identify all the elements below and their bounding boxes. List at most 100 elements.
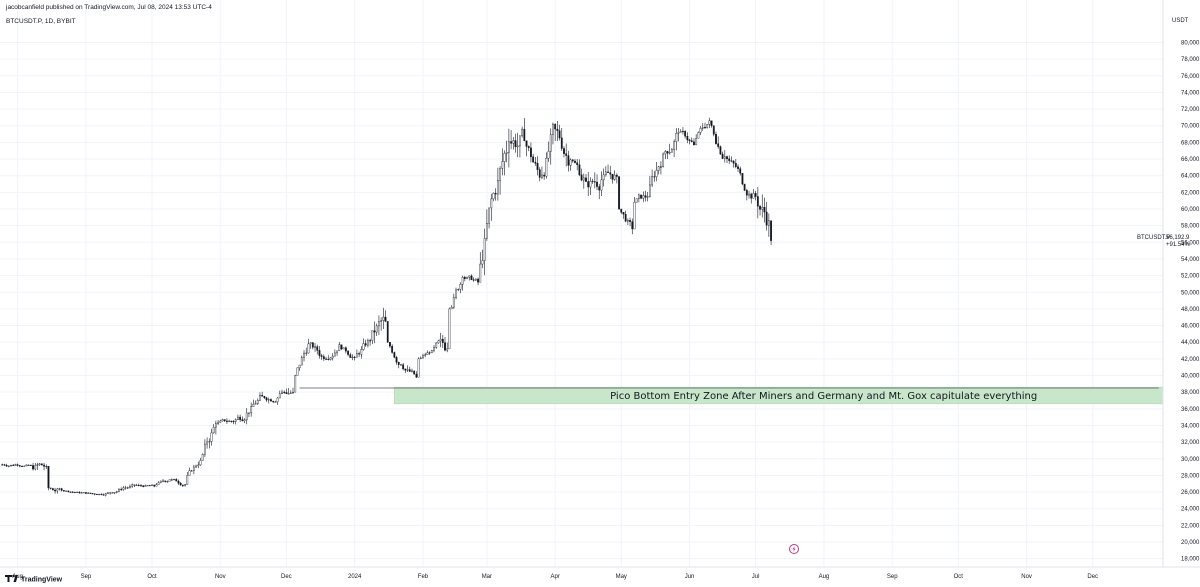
candle [201, 453, 204, 461]
candle [380, 317, 383, 331]
candle [283, 390, 286, 394]
candle [60, 487, 63, 492]
candle [556, 120, 559, 141]
candle [648, 175, 651, 198]
candle [397, 361, 400, 369]
candle [318, 346, 321, 359]
candle [272, 400, 275, 404]
x-tick-label: Sep [887, 574, 898, 580]
tradingview-logo: TradingView [5, 574, 63, 584]
candle [393, 351, 396, 359]
candle [402, 363, 405, 371]
candle [344, 346, 347, 354]
candle [118, 488, 120, 493]
candle [241, 416, 244, 422]
candle [642, 191, 645, 203]
symbol-info: BTCUSDT.P, 1D, BYBIT [6, 18, 76, 25]
candle [234, 418, 237, 425]
candle [111, 492, 114, 494]
candle [516, 132, 519, 158]
candle [455, 287, 457, 300]
candle [113, 492, 116, 495]
y-tick-label: 80,000.0 [1181, 40, 1200, 46]
candle [325, 356, 327, 361]
candle [45, 464, 48, 470]
candle [591, 178, 594, 184]
candle [34, 462, 37, 471]
candle [569, 158, 572, 171]
candle [56, 487, 59, 494]
candle [743, 183, 746, 192]
candle [256, 398, 259, 405]
candle [38, 463, 41, 467]
candle [519, 135, 521, 158]
candle [457, 288, 460, 292]
candle [446, 342, 449, 353]
y-tick-label: 34,000.0 [1181, 423, 1200, 429]
candle [655, 162, 658, 182]
candle [98, 493, 101, 496]
candle [192, 464, 195, 475]
candle [219, 419, 222, 423]
current-price-symbol: BTCUSDT.P [1137, 235, 1170, 241]
candle [406, 365, 409, 372]
x-tick-label: Dec [1087, 574, 1098, 580]
candle [433, 345, 435, 353]
candle [580, 168, 583, 182]
candle [424, 352, 427, 358]
candle [635, 198, 638, 203]
candle [347, 350, 349, 357]
candle [745, 188, 748, 201]
candle [307, 338, 310, 354]
x-tick-label: Aug [819, 574, 830, 580]
candle [276, 396, 279, 405]
candle [208, 438, 211, 449]
candle [248, 412, 250, 418]
candle [734, 158, 737, 169]
candle [750, 192, 753, 204]
candle [468, 275, 471, 281]
candle [362, 338, 365, 351]
candle [367, 338, 369, 348]
candle [426, 350, 429, 355]
candle [287, 388, 290, 395]
candle [600, 171, 603, 197]
candle [27, 464, 30, 466]
y-tick-label: 78,000.0 [1181, 57, 1200, 63]
candle [298, 364, 301, 371]
y-tick-label: 26,000.0 [1181, 490, 1200, 496]
candle [378, 315, 380, 336]
candle [82, 492, 85, 494]
candle [450, 305, 453, 310]
candle [474, 278, 477, 281]
candle [195, 464, 197, 469]
candle [671, 147, 673, 153]
candle [331, 353, 334, 361]
y-tick-label: 54,000.0 [1181, 257, 1200, 263]
candle [349, 352, 352, 358]
candle [598, 183, 601, 200]
lightning-icon[interactable] [789, 544, 799, 554]
candle [351, 354, 354, 361]
candle [155, 483, 158, 487]
candle [730, 156, 733, 163]
y-tick-label: 38,000.0 [1181, 390, 1200, 396]
x-tick-label: 2024 [348, 574, 362, 580]
candle [190, 469, 193, 472]
y-tick-label: 48,000.0 [1181, 307, 1200, 313]
candle [523, 118, 526, 142]
x-tick-label: Dec [281, 574, 292, 580]
y-tick-label: 56,000.0 [1181, 240, 1200, 246]
y-tick-label: 58,000.0 [1181, 224, 1200, 230]
candle [355, 349, 358, 358]
candle [615, 173, 618, 184]
y-tick-label: 36,000.0 [1181, 407, 1200, 413]
candle [85, 492, 87, 495]
candle [36, 462, 39, 470]
candle [47, 466, 50, 491]
candle [14, 463, 17, 466]
candle [739, 166, 742, 176]
candle [770, 220, 772, 246]
candle [89, 492, 92, 494]
